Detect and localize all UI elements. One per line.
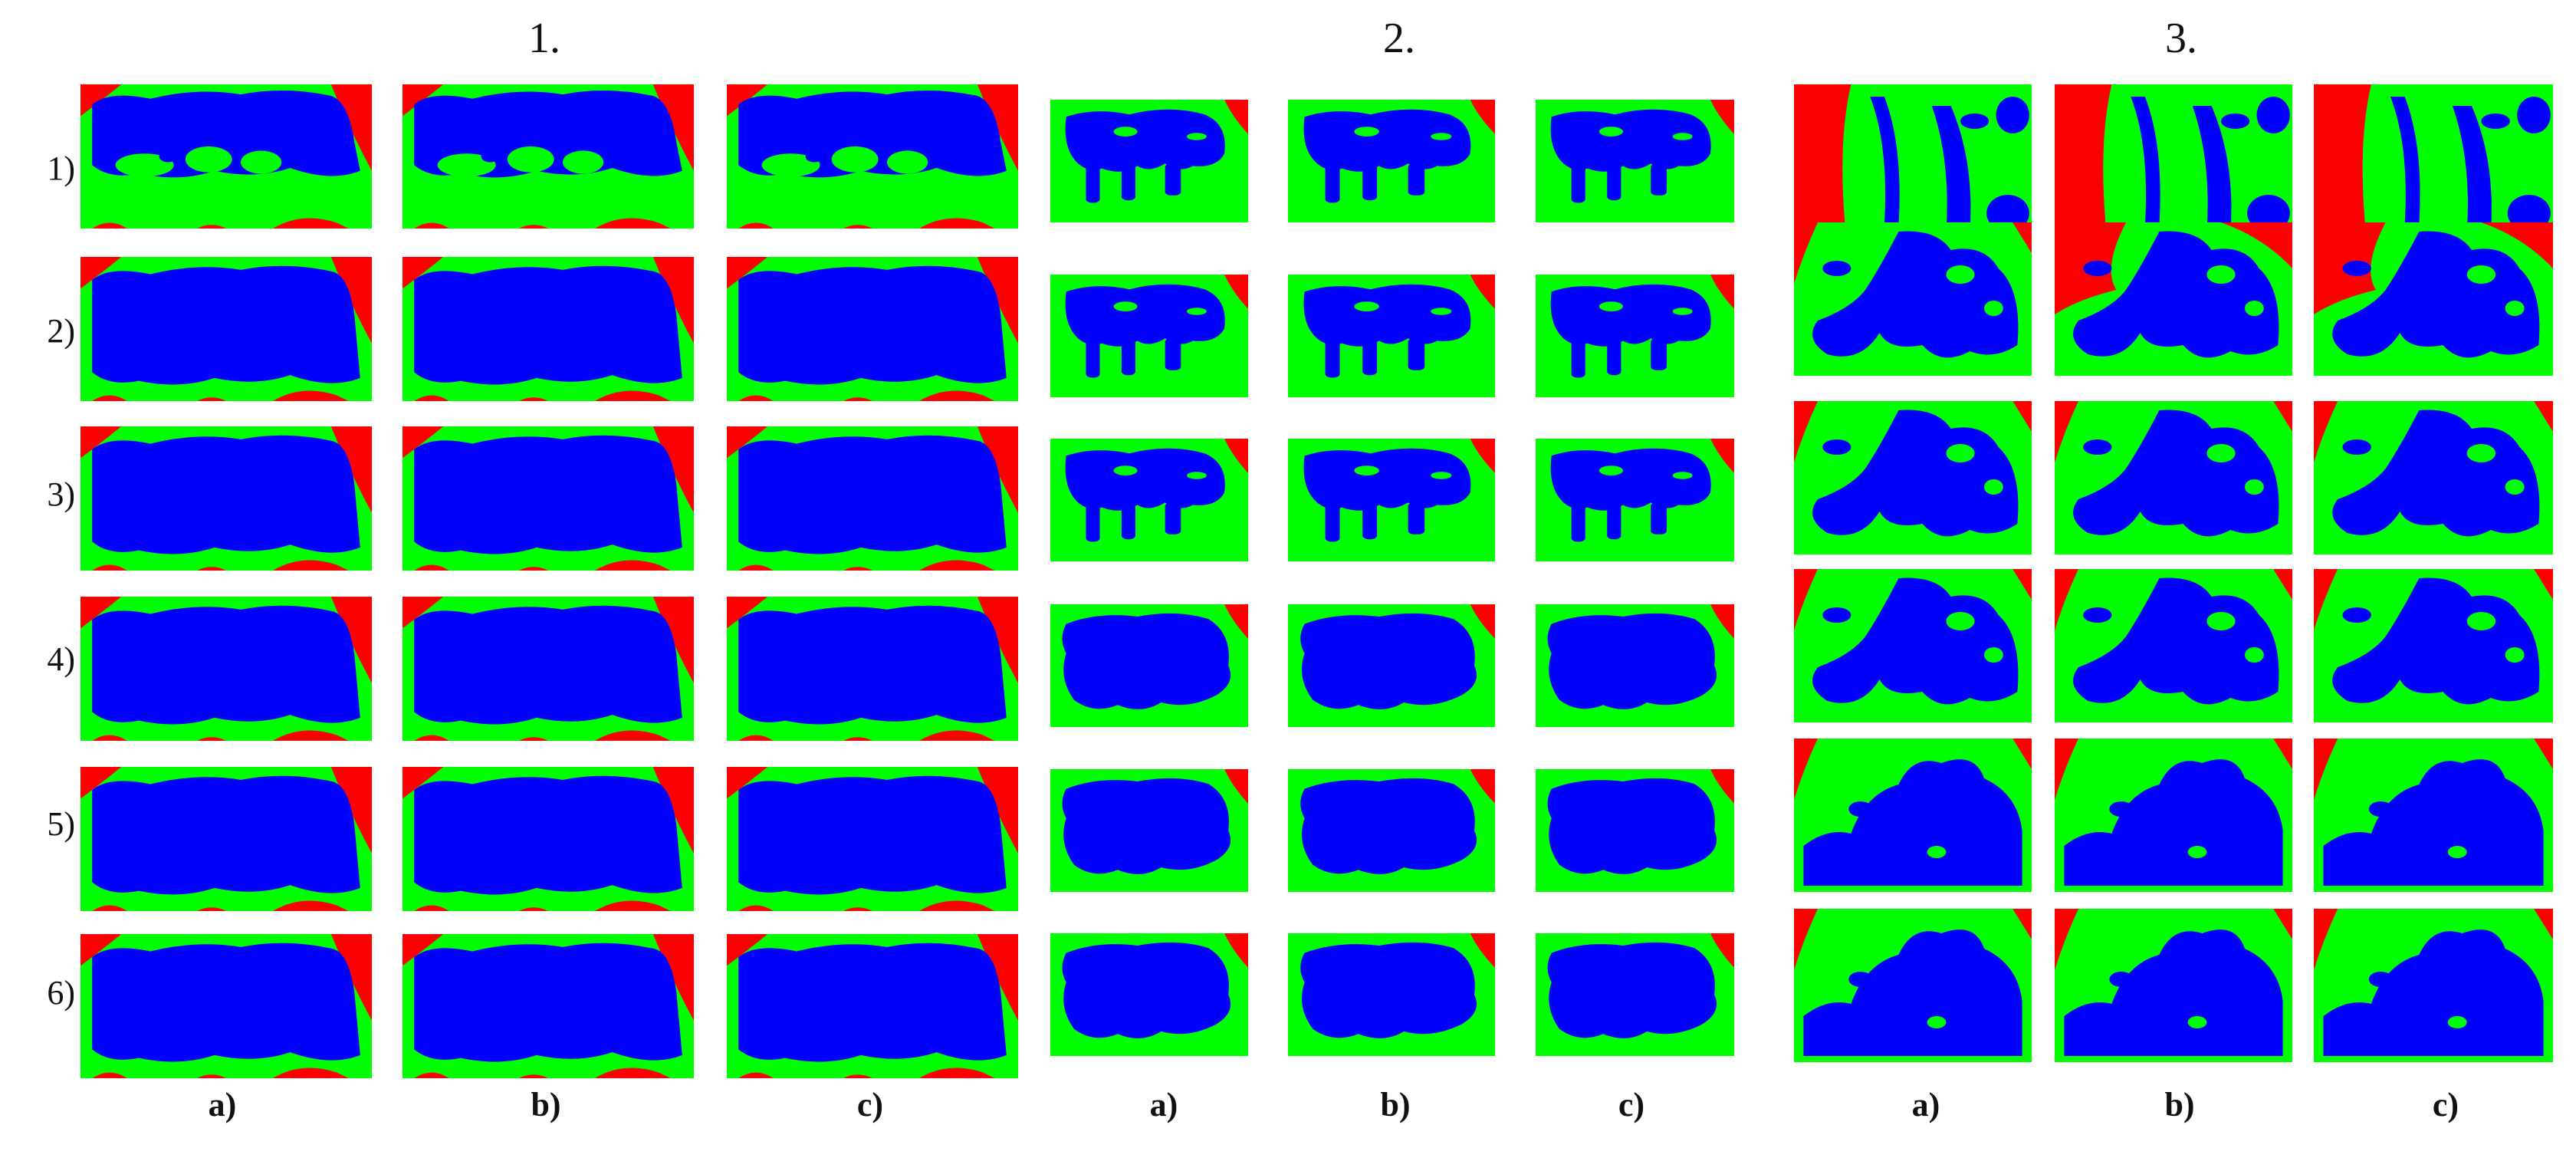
- region-map-g1-r4-b: [402, 597, 694, 741]
- region-map-g2-r2-a: [1050, 275, 1248, 397]
- group-title-1: 1.: [528, 15, 560, 62]
- region-map-g2-r5-c: [1536, 769, 1734, 892]
- region-map-g3-r4-b: [2055, 569, 2292, 722]
- region-map-g1-r1-b: [402, 84, 694, 229]
- column-label-1-c: c): [856, 1086, 884, 1123]
- region-map-g3-r6-c: [2314, 909, 2553, 1062]
- region-map-g1-r5-b: [402, 767, 694, 911]
- region-map-g2-r1-b: [1288, 100, 1495, 222]
- region-map-g2-r1-c: [1536, 100, 1734, 222]
- column-label-2-c: c): [1618, 1086, 1645, 1123]
- row-label-3: 3): [47, 475, 75, 513]
- region-map-g2-r2-c: [1536, 275, 1734, 397]
- region-map-g3-r3-c: [2314, 401, 2553, 554]
- region-map-g3-r6-b: [2055, 909, 2292, 1062]
- region-map-g3-r1-b: [2055, 84, 2292, 238]
- region-map-g3-r4-a: [1794, 569, 2032, 722]
- region-map-g3-r4-c: [2314, 569, 2553, 722]
- region-map-g2-r3-c: [1536, 439, 1734, 561]
- column-label-2-b: b): [1380, 1086, 1411, 1123]
- region-map-g1-r6-c: [727, 934, 1018, 1078]
- row-label-1: 1): [47, 150, 75, 187]
- region-map-g3-r6-a: [1794, 909, 2032, 1062]
- column-label-1-a: a): [208, 1086, 237, 1123]
- region-map-g3-r2-b: [2055, 222, 2292, 376]
- column-label-3-a: a): [1911, 1086, 1940, 1123]
- region-map-g2-r3-b: [1288, 439, 1495, 561]
- region-map-g3-r2-c: [2314, 222, 2553, 376]
- region-map-g3-r5-c: [2314, 739, 2553, 892]
- region-map-g1-r2-c: [727, 257, 1018, 401]
- region-map-g1-r2-a: [80, 257, 372, 401]
- region-map-g3-r5-b: [2055, 739, 2292, 892]
- region-map-g1-r6-a: [80, 934, 372, 1078]
- row-label-5: 5): [47, 805, 75, 843]
- region-map-g1-r3-a: [80, 426, 372, 571]
- region-map-g1-r4-a: [80, 597, 372, 741]
- region-map-g2-r3-a: [1050, 439, 1248, 561]
- region-map-g1-r5-a: [80, 767, 372, 911]
- region-map-g2-r5-a: [1050, 769, 1248, 892]
- region-map-g3-r3-b: [2055, 401, 2292, 554]
- region-map-g2-r4-a: [1050, 604, 1248, 727]
- region-map-g2-r1-a: [1050, 100, 1248, 222]
- region-map-g3-r3-a: [1794, 401, 2032, 554]
- region-map-g1-r5-c: [727, 767, 1018, 911]
- region-map-g1-r4-c: [727, 597, 1018, 741]
- region-map-g2-r6-a: [1050, 933, 1248, 1056]
- region-map-g3-r1-c: [2314, 84, 2553, 238]
- region-map-g1-r1-c: [727, 84, 1018, 229]
- column-label-1-b: b): [531, 1086, 561, 1123]
- region-map-g3-r1-a: [1794, 84, 2032, 238]
- region-map-g3-r5-a: [1794, 739, 2032, 892]
- region-map-g2-r6-b: [1288, 933, 1495, 1056]
- region-map-g1-r1-a: [80, 84, 372, 229]
- group-title-2: 2.: [1383, 15, 1415, 62]
- region-map-g1-r6-b: [402, 934, 694, 1078]
- region-map-g2-r6-c: [1536, 933, 1734, 1056]
- column-label-2-a: a): [1149, 1086, 1178, 1123]
- region-map-g2-r5-b: [1288, 769, 1495, 892]
- row-label-4: 4): [47, 640, 75, 678]
- region-map-g1-r3-b: [402, 426, 694, 571]
- region-map-g2-r4-b: [1288, 604, 1495, 727]
- column-label-3-c: c): [2432, 1086, 2459, 1123]
- column-label-3-b: b): [2164, 1086, 2195, 1123]
- region-map-g1-r3-c: [727, 426, 1018, 571]
- row-label-6: 6): [47, 974, 75, 1012]
- region-map-g1-r2-b: [402, 257, 694, 401]
- row-label-2: 2): [47, 312, 75, 350]
- region-map-g2-r2-b: [1288, 275, 1495, 397]
- region-map-g2-r4-c: [1536, 604, 1734, 727]
- group-title-3: 3.: [2165, 15, 2197, 62]
- region-map-g3-r2-a: [1794, 222, 2032, 376]
